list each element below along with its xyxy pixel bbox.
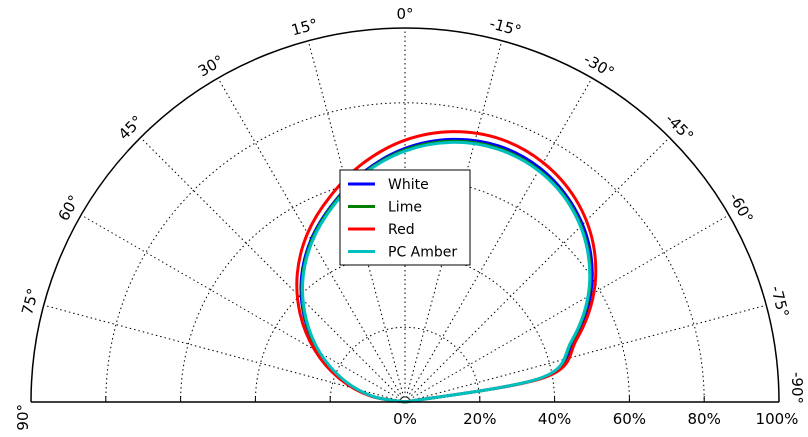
angle-tick-label: -15° xyxy=(488,14,524,40)
grid-circle-20 xyxy=(329,326,481,403)
angle-tick-label: -90° xyxy=(788,372,806,404)
grid-spoke-45 xyxy=(140,137,406,403)
r-tick-label: 100% xyxy=(756,410,799,428)
grid-circle-80 xyxy=(105,102,705,403)
grid-spoke--75 xyxy=(404,304,767,403)
grid-spoke-75 xyxy=(43,304,406,403)
legend-label: PC Amber xyxy=(388,245,457,261)
angle-tick-label: 75° xyxy=(18,286,42,316)
grid-spoke--30 xyxy=(404,77,593,403)
angle-tick-label: -60° xyxy=(725,190,757,227)
r-tick-label: 0% xyxy=(393,410,417,428)
legend-label: Lime xyxy=(388,200,422,216)
grid-spoke--45 xyxy=(404,137,670,403)
angle-tick-label: -75° xyxy=(767,284,793,320)
r-tick-label: 80% xyxy=(688,410,721,428)
grid-spoke--60 xyxy=(404,214,730,403)
angle-tick-label: 90° xyxy=(14,404,32,431)
series-line-red xyxy=(295,130,598,404)
angle-tick-label: 15° xyxy=(289,15,319,39)
angle-tick-label: -30° xyxy=(581,50,618,82)
angle-tick-label: 0° xyxy=(396,5,413,23)
series-line-pc-amber xyxy=(301,140,592,404)
r-tick-label: 40% xyxy=(538,410,571,428)
r-tick-label: 60% xyxy=(613,410,646,428)
outer-arc xyxy=(30,27,780,403)
legend-label: Red xyxy=(388,222,415,238)
legend-box xyxy=(339,169,471,266)
legend-label: White xyxy=(388,177,429,193)
axis-layer: 0% 20% 40% 60% 80% 100%90°75°60°45°30°15°0°-1… xyxy=(14,5,806,431)
grid-spoke-60 xyxy=(80,214,406,403)
grid-spoke-30 xyxy=(217,77,406,403)
legend: White Lime Red PC Amber xyxy=(339,169,471,266)
grid-spoke--15 xyxy=(404,40,503,403)
series-layer xyxy=(295,130,598,404)
grid-spoke-15 xyxy=(307,40,406,403)
r-tick-label: 20% xyxy=(463,410,496,428)
